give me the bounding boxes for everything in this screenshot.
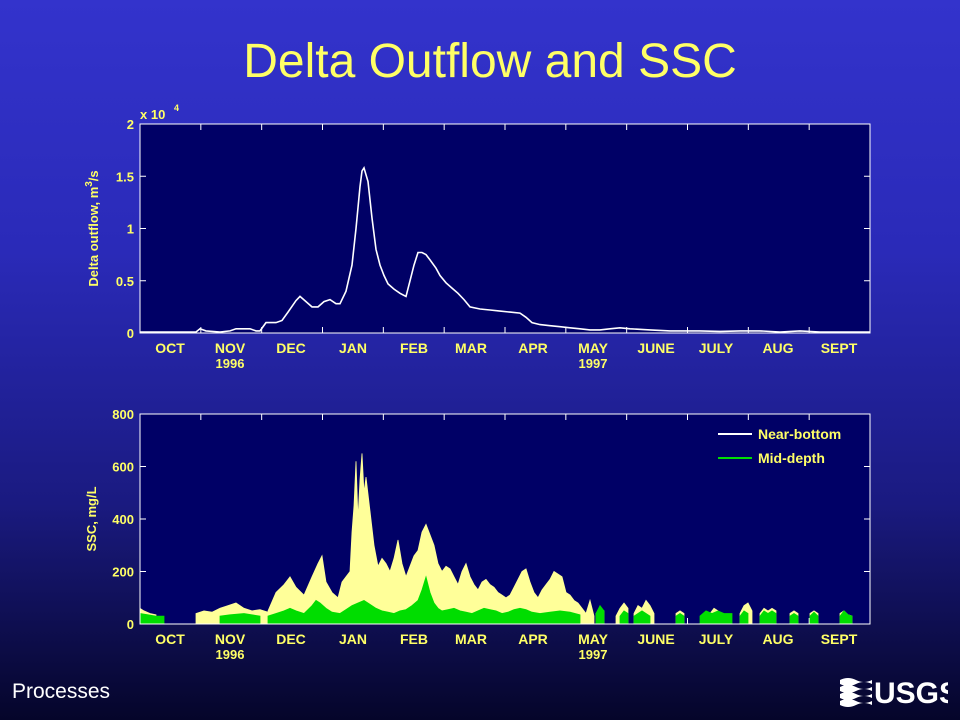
x-tick-label: JUNE [637, 631, 674, 647]
mid-depth-series-area [633, 610, 651, 625]
x-tick-label: JUNE [637, 340, 674, 356]
x-tick-label: NOV [215, 340, 246, 356]
year-label: 1997 [579, 356, 608, 371]
y-tick-label: 1 [127, 222, 134, 237]
x-tick-label: AUG [762, 340, 793, 356]
x-tick-label: JAN [339, 340, 367, 356]
x-tick-label: MAR [455, 340, 487, 356]
y-exponent-label: x 10 [140, 107, 165, 122]
y-tick-label: 2 [127, 117, 134, 132]
x-tick-label: APR [518, 631, 548, 647]
x-tick-label: SEPT [821, 340, 858, 356]
x-tick-label: JAN [339, 631, 367, 647]
mid-depth-series-area [789, 613, 799, 625]
mid-depth-series-area [219, 613, 261, 625]
x-tick-label: AUG [762, 631, 793, 647]
mid-depth-series-area [699, 610, 733, 625]
y-tick-label: 800 [112, 407, 134, 422]
y-tick-label: 0 [127, 326, 134, 341]
mid-depth-series-area [675, 613, 685, 625]
slide-title: Delta Outflow and SSC [243, 35, 737, 88]
mid-depth-series-area [267, 575, 581, 625]
usgs-logo-text: USGS [874, 677, 948, 708]
legend-label: Near-bottom [758, 426, 841, 442]
x-tick-label: MAR [455, 631, 487, 647]
x-tick-label: SEPT [821, 631, 858, 647]
y-tick-label: 600 [112, 460, 134, 475]
x-tick-label: OCT [155, 340, 185, 356]
y-exponent-power: 4 [174, 103, 179, 113]
usgs-logo: USGS [838, 672, 948, 708]
y-axis-label: Delta outflow, m3/s [84, 170, 101, 286]
x-tick-label: JULY [699, 340, 734, 356]
year-label: 1996 [216, 647, 245, 662]
plot-area [140, 414, 870, 624]
legend: Near-bottom Mid-depth [718, 426, 841, 466]
y-tick-label: 400 [112, 512, 134, 527]
x-tick-label: DEC [276, 631, 306, 647]
year-label: 1996 [216, 356, 245, 371]
chart-1: 0 0.5 1 1.5 2 OCT NOV DEC JAN FEB MAR APR MAY JUNE JUL… [84, 103, 871, 371]
y-tick-label: 200 [112, 565, 134, 580]
plot-frame [139, 123, 871, 334]
y-tick-label: 0.5 [116, 274, 134, 289]
outflow-series-line [140, 165, 870, 333]
chart-2: 0 200 400 600 800 OCT NOV DEC JAN FEB MAR APR MAY JUN… [84, 407, 871, 662]
x-tick-label: DEC [276, 340, 306, 356]
footer-label: Processes [12, 680, 111, 703]
year-label: 1997 [579, 647, 608, 662]
x-tick-label: MAY [578, 340, 608, 356]
mid-depth-series-area [759, 610, 777, 625]
x-tick-label: OCT [155, 631, 185, 647]
x-tick-label: FEB [400, 631, 428, 647]
legend-label: Mid-depth [758, 450, 825, 466]
y-tick-label: 0 [127, 617, 134, 632]
plot-frame [139, 413, 871, 625]
x-tick-label: JULY [699, 631, 734, 647]
plot-area [140, 124, 870, 333]
near-bottom-series-area [267, 453, 587, 625]
x-tick-label: NOV [215, 631, 246, 647]
x-tick-label: APR [518, 340, 548, 356]
x-tick-label: MAY [578, 631, 608, 647]
x-tick-label: FEB [400, 340, 428, 356]
y-axis-label: SSC, mg/L [84, 486, 99, 551]
y-tick-label: 1.5 [116, 169, 134, 184]
